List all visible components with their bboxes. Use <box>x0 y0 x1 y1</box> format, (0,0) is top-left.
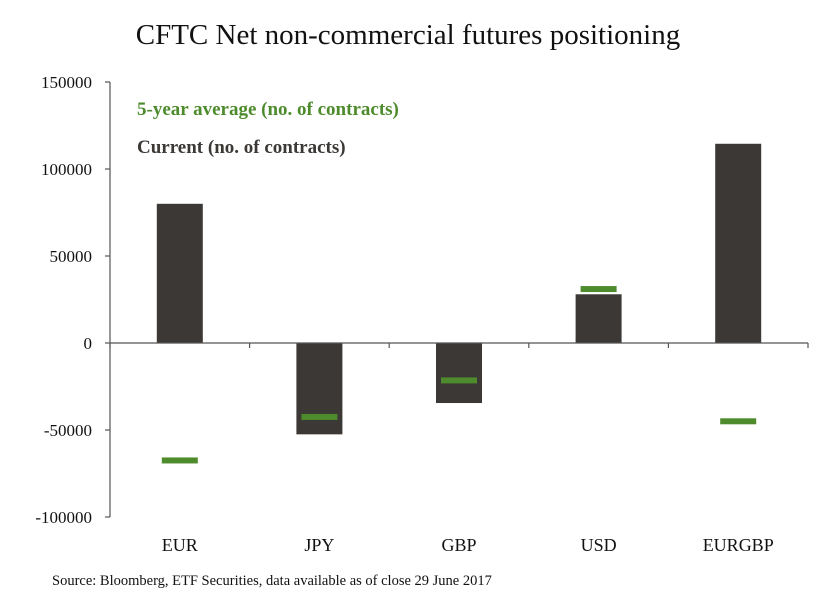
legend: 5-year average (no. of contracts) Curren… <box>137 99 399 158</box>
average-markers <box>161 286 757 464</box>
bar-current-usd <box>575 294 622 343</box>
category-label: EURGBP <box>703 535 774 555</box>
marker-avg-eurgbp <box>720 418 757 425</box>
bar-current-jpy <box>296 343 343 435</box>
bar-current-gbp <box>436 343 482 404</box>
legend-avg-label: 5-year average (no. of contracts) <box>137 99 399 120</box>
bar-current-eurgbp <box>715 143 762 343</box>
marker-avg-jpy <box>301 413 338 420</box>
y-tick-label: 100000 <box>41 160 92 179</box>
category-label: GBP <box>441 535 476 555</box>
source-note: Source: Bloomberg, ETF Securities, data … <box>52 573 492 589</box>
marker-avg-usd <box>580 286 617 293</box>
category-label: USD <box>581 535 617 555</box>
y-tick-label: -100000 <box>35 508 92 527</box>
category-label: JPY <box>304 535 334 555</box>
category-labels: EUR JPY GBP USD EURGBP <box>162 535 774 555</box>
bars <box>156 143 762 435</box>
marker-avg-gbp <box>441 377 477 384</box>
chart-title: CFTC Net non-commercial futures position… <box>136 19 680 51</box>
y-tick-label: 50000 <box>50 247 93 266</box>
y-tick-label: 150000 <box>41 73 92 92</box>
x-axis <box>109 342 809 348</box>
legend-current-label: Current (no. of contracts) <box>137 137 346 158</box>
y-tick-label: 0 <box>84 334 93 353</box>
category-label: EUR <box>162 535 198 555</box>
marker-avg-eur <box>161 457 198 464</box>
y-axis: 150000 100000 50000 0 -50000 -100000 <box>35 73 111 527</box>
bar-current-eur <box>156 203 203 343</box>
y-tick-label: -50000 <box>44 421 92 440</box>
